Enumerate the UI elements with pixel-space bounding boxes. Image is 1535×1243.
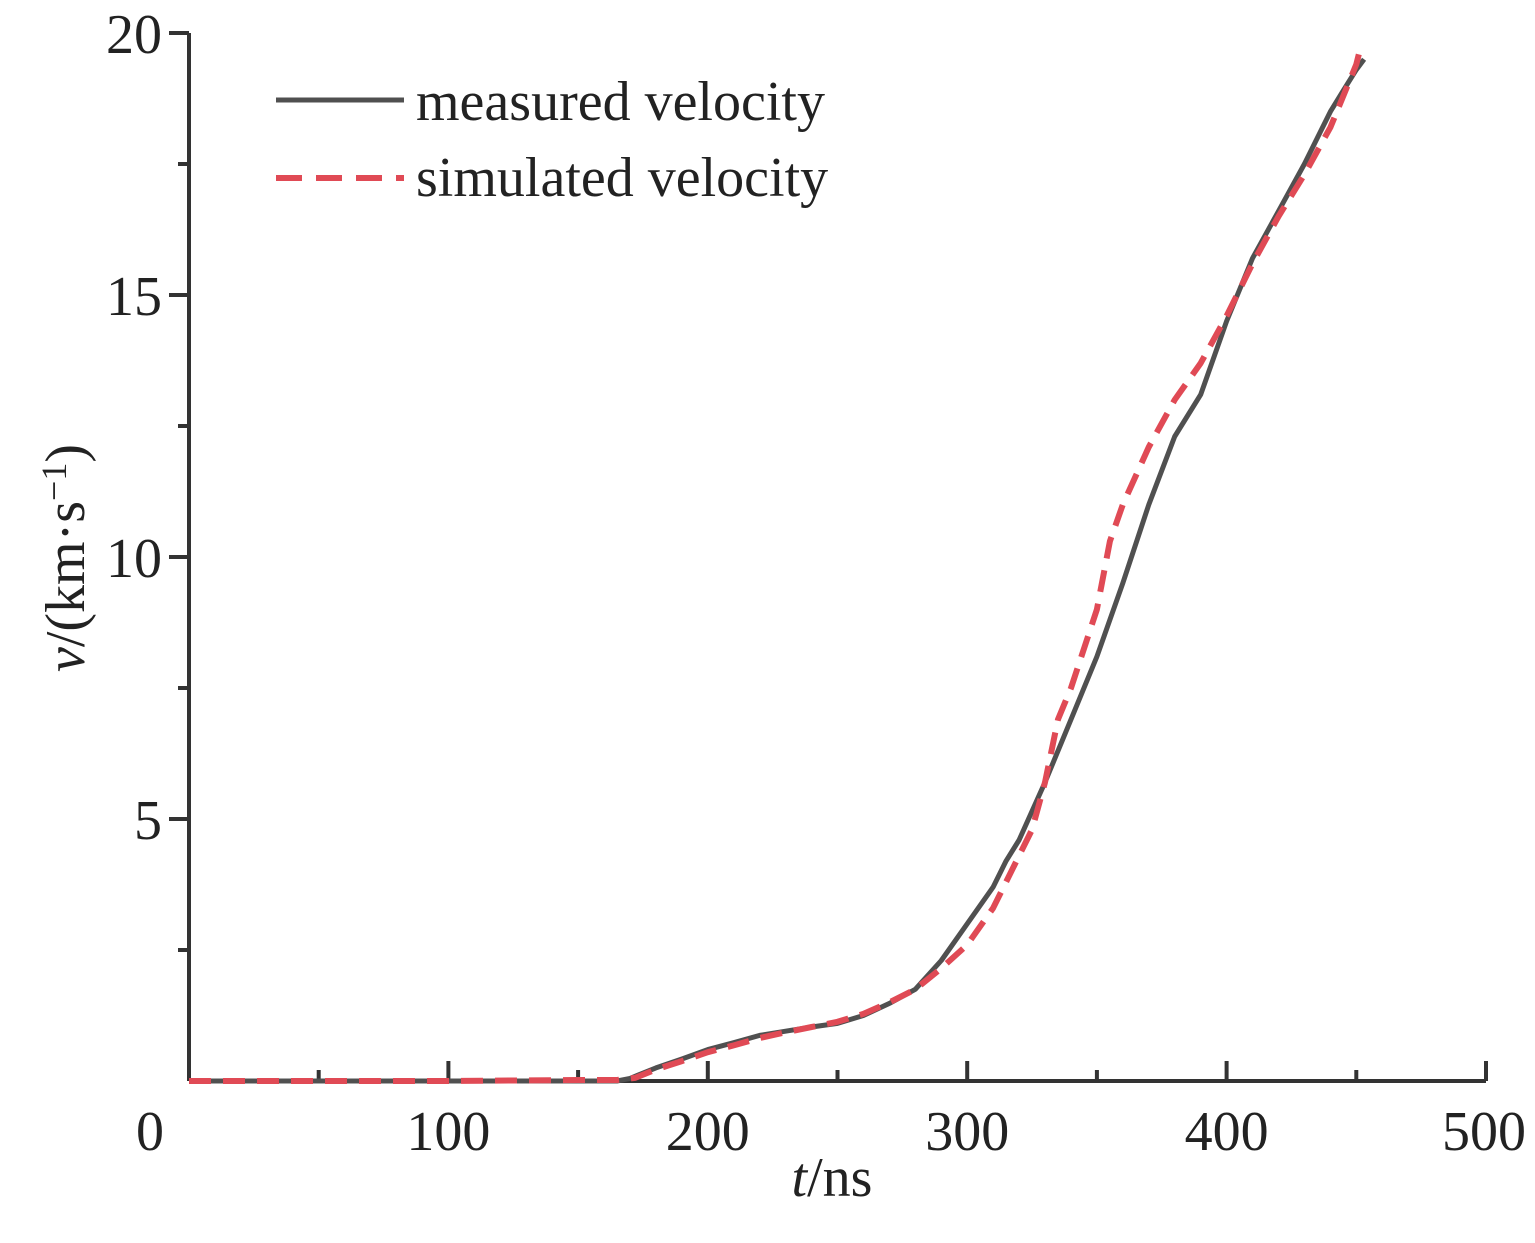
y-tick-label: 5 [134,790,162,852]
y-tick-label: 15 [106,266,162,328]
legend: measured velocity simulated velocity [276,71,828,209]
measured-velocity-line [189,57,1367,1084]
ticks [169,31,1488,1081]
y-tick-label: 10 [106,528,162,590]
x-tick-label: 0 [136,1101,164,1163]
legend-label-measured: measured velocity [416,71,825,133]
x-tick-label: 400 [1185,1101,1269,1163]
x-tick-label: 100 [406,1101,490,1163]
tick-labels: 0 100 200 300 400 500 5 10 15 20 [106,4,1526,1163]
legend-label-simulated: simulated velocity [416,147,828,209]
x-tick-label: 500 [1442,1101,1526,1163]
series-layer [189,42,1367,1084]
x-axis-title: t/ns [792,1147,873,1209]
y-tick-label: 20 [106,4,162,66]
y-axis-title: v/(km·s−1) [34,444,97,672]
x-tick-label: 300 [925,1101,1009,1163]
simulated-velocity-line [189,42,1365,1084]
x-tick-label: 200 [666,1101,750,1163]
